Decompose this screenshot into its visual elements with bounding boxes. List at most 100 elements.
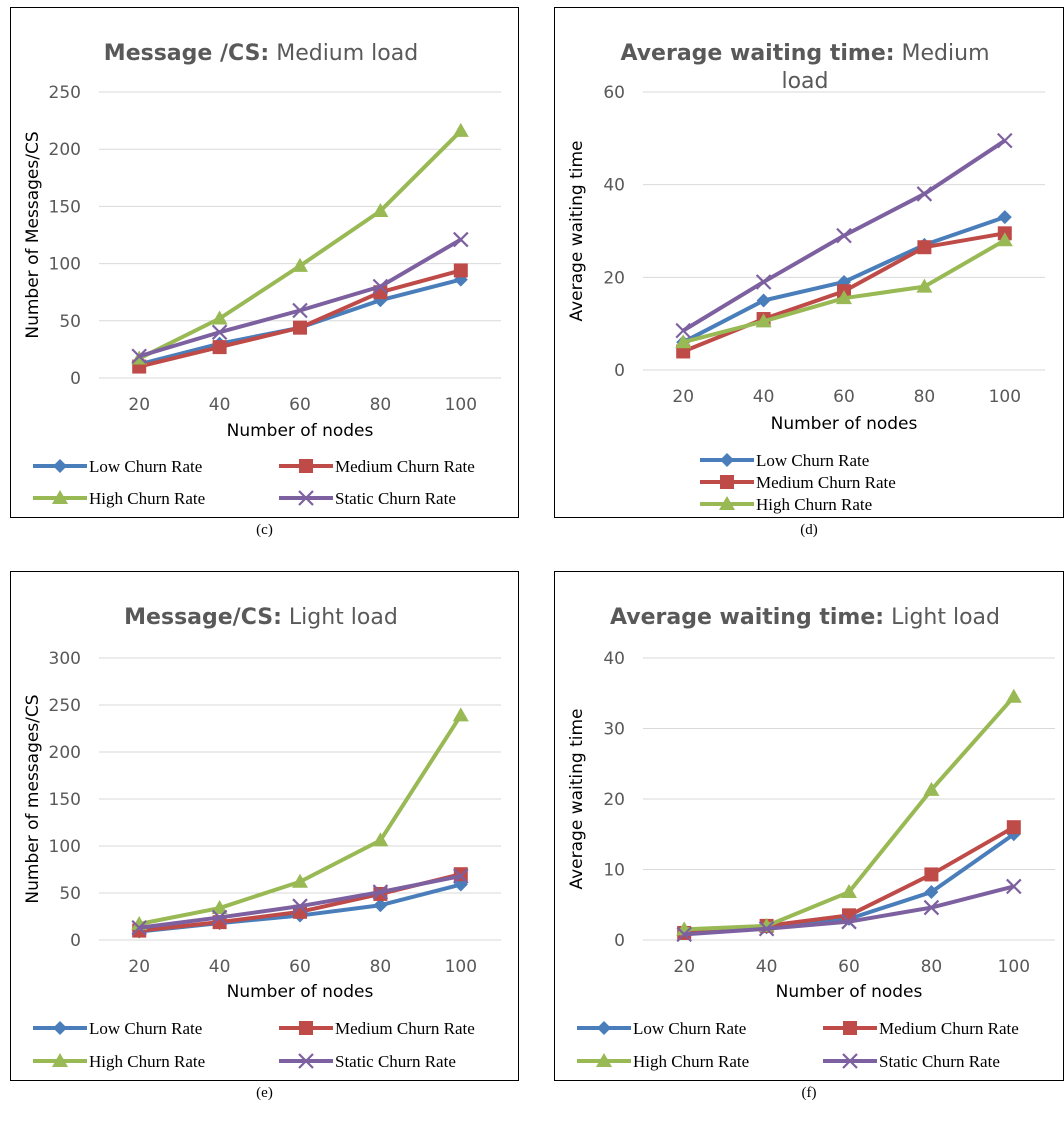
chart-title: Message/CS: Light load bbox=[124, 605, 398, 630]
legend-item-static-churn-rate: Static Churn Rate bbox=[279, 1052, 456, 1071]
legend-item-medium-churn-rate: Medium Churn Rate bbox=[700, 473, 896, 492]
x-tick-label-60: 60 bbox=[833, 387, 855, 407]
point-medium-churn-rate-80 bbox=[924, 867, 939, 882]
point-static-churn-rate-60 bbox=[841, 913, 857, 930]
point-static-churn-rate-80 bbox=[923, 899, 940, 916]
x-axis-label: Number of nodes bbox=[227, 982, 374, 1002]
legend-swatch-marker bbox=[53, 459, 67, 473]
y-tick-label-0: 0 bbox=[614, 361, 625, 381]
x-tick-label-40: 40 bbox=[209, 957, 231, 977]
x-axis-label: Number of nodes bbox=[771, 414, 918, 434]
legend-label: High Churn Rate bbox=[633, 1052, 749, 1071]
legend-swatch-marker bbox=[720, 453, 734, 467]
y-tick-label-150: 150 bbox=[49, 197, 81, 217]
x-tick-label-40: 40 bbox=[209, 395, 231, 415]
chart-title-bold: Average waiting time: bbox=[610, 605, 884, 630]
point-medium-churn-rate-100 bbox=[1006, 820, 1021, 835]
legend-swatch-marker bbox=[299, 459, 313, 473]
legend-item-high-churn-rate: High Churn Rate bbox=[577, 1052, 749, 1071]
x-tick-label-80: 80 bbox=[370, 957, 392, 977]
legend-label: Low Churn Rate bbox=[633, 1019, 746, 1038]
legend-label: Static Churn Rate bbox=[335, 1052, 456, 1071]
point-high-churn-rate-100 bbox=[452, 122, 469, 137]
legend-swatch-marker bbox=[53, 1021, 67, 1035]
y-tick-label-150: 150 bbox=[49, 790, 81, 810]
legend-label: Static Churn Rate bbox=[879, 1052, 1000, 1071]
x-tick-label-20: 20 bbox=[128, 395, 150, 415]
legend-label: High Churn Rate bbox=[756, 495, 872, 514]
point-medium-churn-rate-100 bbox=[453, 867, 468, 882]
chart-title: Average waiting time: Medium bbox=[620, 41, 989, 66]
legend-swatch-marker bbox=[299, 1021, 313, 1035]
y-tick-label-20: 20 bbox=[603, 268, 625, 288]
legend-item-low-churn-rate: Low Churn Rate bbox=[577, 1019, 746, 1038]
y-tick-label-250: 250 bbox=[49, 696, 81, 716]
chart-frame-d: Average waiting time: Medium load 0 20 40 60 2… bbox=[554, 7, 1064, 518]
legend-label: Medium Churn Rate bbox=[335, 1019, 475, 1038]
y-tick-label-0: 0 bbox=[614, 931, 625, 951]
legend-swatch-marker bbox=[596, 1053, 612, 1067]
legend-item-medium-churn-rate: Medium Churn Rate bbox=[279, 1019, 475, 1038]
point-medium-churn-rate-100 bbox=[453, 263, 468, 278]
caption-d: (d) bbox=[800, 522, 818, 538]
point-high-churn-rate-60 bbox=[836, 290, 852, 305]
point-static-churn-rate-60 bbox=[292, 302, 308, 319]
point-static-churn-rate-20 bbox=[675, 322, 691, 339]
line-chart-average-waiting-time-medium-load: Average waiting time: Medium load 0 20 40 60 2… bbox=[567, 41, 1045, 514]
chart-title-bold: Message/CS: bbox=[124, 605, 282, 630]
line-chart-average-waiting-time-light-load: Average waiting time: Light load 0 10 20 30 4… bbox=[567, 605, 1055, 1071]
legend-swatch-marker bbox=[719, 496, 735, 510]
chart-title: Average waiting time: Light load bbox=[610, 605, 1000, 630]
legend-item-high-churn-rate: High Churn Rate bbox=[33, 489, 205, 508]
x-axis-label: Number of nodes bbox=[227, 421, 374, 441]
y-tick-label-20: 20 bbox=[603, 790, 625, 810]
legend-swatch-marker bbox=[52, 1053, 68, 1067]
y-tick-label-250: 250 bbox=[49, 83, 81, 103]
chart-title: Message /CS: Medium load bbox=[104, 41, 418, 66]
point-static-churn-rate-40 bbox=[211, 324, 228, 341]
legend-label: Medium Churn Rate bbox=[879, 1019, 1019, 1038]
chart-frame-c: Message /CS: Medium load 0 50 100 150 200 250 2… bbox=[10, 7, 519, 518]
legend-item-medium-churn-rate: Medium Churn Rate bbox=[279, 457, 475, 476]
chart-title-line2: load bbox=[781, 69, 828, 94]
legend-item-high-churn-rate: High Churn Rate bbox=[700, 495, 872, 514]
y-tick-label-200: 200 bbox=[49, 743, 81, 763]
point-high-churn-rate-60 bbox=[841, 884, 857, 899]
legend-swatch-marker bbox=[298, 1053, 314, 1069]
x-tick-label-80: 80 bbox=[914, 387, 936, 407]
point-high-churn-rate-100 bbox=[996, 232, 1013, 247]
point-static-churn-rate-60 bbox=[836, 227, 852, 244]
point-static-churn-rate-20 bbox=[131, 920, 147, 936]
y-axis-label: Average waiting time bbox=[567, 140, 587, 321]
series-line-static-churn-rate bbox=[138, 237, 462, 359]
point-high-churn-rate-40 bbox=[211, 900, 228, 915]
point-high-churn-rate-20 bbox=[675, 334, 692, 349]
legend-item-low-churn-rate: Low Churn Rate bbox=[33, 1019, 202, 1038]
chart-title-regular: Medium bbox=[895, 41, 990, 66]
x-tick-label-60: 60 bbox=[838, 957, 860, 977]
legend-item-low-churn-rate: Low Churn Rate bbox=[33, 457, 202, 476]
point-low-churn-rate-100 bbox=[997, 210, 1012, 225]
point-static-churn-rate-100 bbox=[1006, 878, 1022, 895]
point-static-churn-rate-20 bbox=[131, 348, 147, 365]
legend-label: Low Churn Rate bbox=[756, 451, 869, 470]
point-high-churn-rate-80 bbox=[372, 832, 389, 847]
chart-title-bold: Average waiting time: bbox=[620, 41, 894, 66]
point-medium-churn-rate-60 bbox=[293, 320, 307, 335]
x-tick-label-80: 80 bbox=[370, 395, 392, 415]
legend-label: Medium Churn Rate bbox=[335, 457, 475, 476]
point-high-churn-rate-60 bbox=[292, 873, 308, 888]
x-tick-label-100: 100 bbox=[998, 957, 1030, 977]
legend-swatch-marker bbox=[843, 1021, 857, 1035]
y-axis-label: Number of messages/CS bbox=[23, 694, 43, 903]
legend-item-static-churn-rate: Static Churn Rate bbox=[823, 1052, 1000, 1071]
point-static-churn-rate-100 bbox=[453, 231, 469, 248]
x-tick-label-20: 20 bbox=[672, 387, 694, 407]
line-chart-message-cs-light-load: Message/CS: Light load 0 50 100 150 200 250 300… bbox=[23, 605, 501, 1071]
x-tick-label-100: 100 bbox=[989, 387, 1021, 407]
line-chart-message-cs-medium-load: Message /CS: Medium load 0 50 100 150 200 250 2… bbox=[23, 41, 501, 508]
chart-frame-f: Average waiting time: Light load 0 10 20 30 4… bbox=[554, 571, 1064, 1081]
series-low-churn-rate bbox=[676, 210, 1012, 350]
point-high-churn-rate-100 bbox=[1005, 688, 1022, 703]
y-tick-label-60: 60 bbox=[603, 83, 625, 103]
